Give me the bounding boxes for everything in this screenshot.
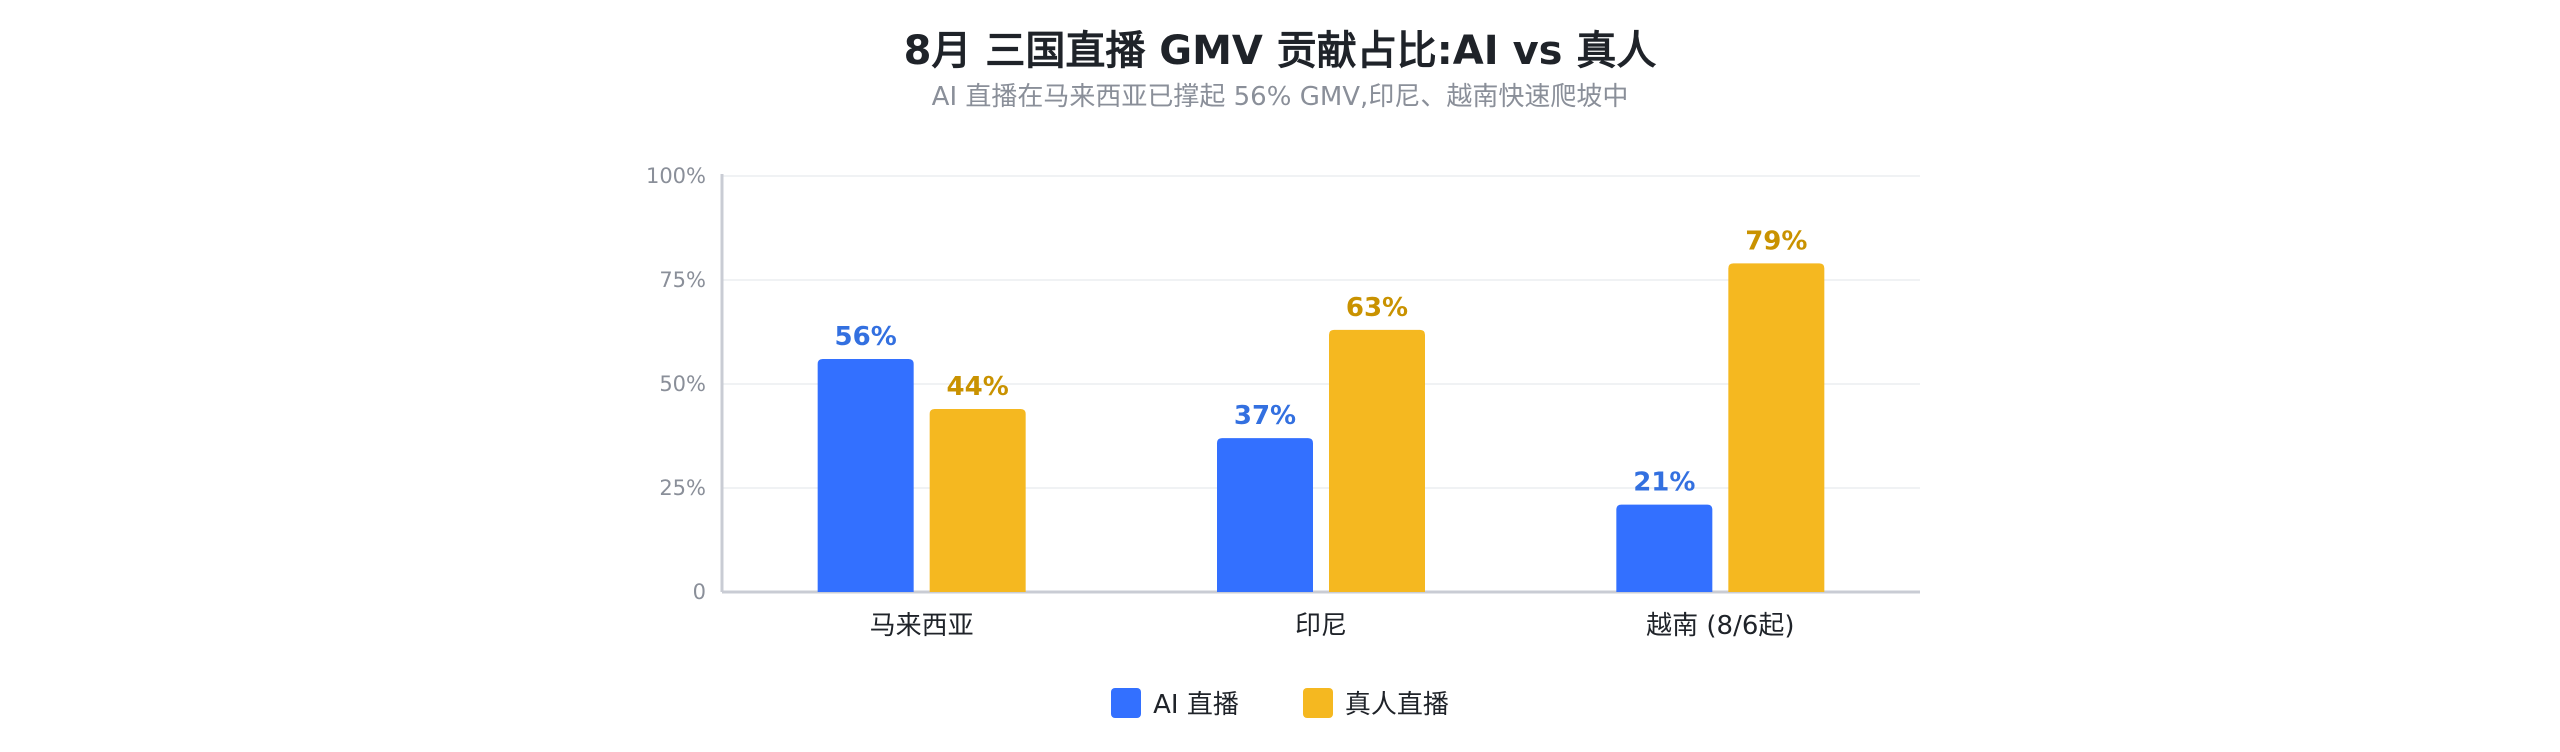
legend-swatch-ai bbox=[1111, 687, 1142, 718]
legend-swatch-human bbox=[1302, 687, 1333, 718]
x-category-label: 印尼 bbox=[1295, 611, 1347, 641]
data-label: 79% bbox=[1745, 226, 1807, 256]
bar-human bbox=[1329, 329, 1425, 592]
bar-human bbox=[1728, 263, 1825, 592]
legend-item-human: 真人直播 bbox=[1302, 684, 1449, 721]
bar-ai bbox=[1616, 504, 1713, 592]
chart-subtitle: AI 直播在马来西亚已撑起 56% GMV,印尼、越南快速爬坡中 bbox=[931, 82, 1629, 112]
legend-item-ai: AI 直播 bbox=[1111, 684, 1239, 721]
data-label: 63% bbox=[1346, 293, 1408, 323]
y-tick-label: 50% bbox=[659, 372, 706, 396]
bar-ai bbox=[1217, 438, 1313, 592]
y-tick-label: 0 bbox=[693, 580, 706, 604]
chart-legend: AI 直播 真人直播 bbox=[0, 684, 2560, 721]
chart-title: 8月 三国直播 GMV 贡献占比:AI vs 真人 bbox=[903, 28, 1657, 74]
x-category-label: 马来西亚 bbox=[870, 611, 974, 641]
data-label: 44% bbox=[947, 372, 1009, 402]
y-tick-label: 75% bbox=[659, 268, 706, 292]
bar-ai bbox=[817, 359, 914, 592]
data-label: 37% bbox=[1234, 401, 1296, 431]
y-tick-label: 100% bbox=[646, 164, 706, 188]
y-tick-label: 25% bbox=[659, 476, 706, 500]
x-category-label: 越南 (8/6起) bbox=[1646, 611, 1794, 641]
bar-human bbox=[929, 408, 1026, 592]
data-label: 21% bbox=[1633, 468, 1695, 498]
legend-label-ai: AI 直播 bbox=[1153, 690, 1239, 720]
data-label: 56% bbox=[835, 322, 897, 352]
legend-label-human: 真人直播 bbox=[1344, 690, 1449, 720]
